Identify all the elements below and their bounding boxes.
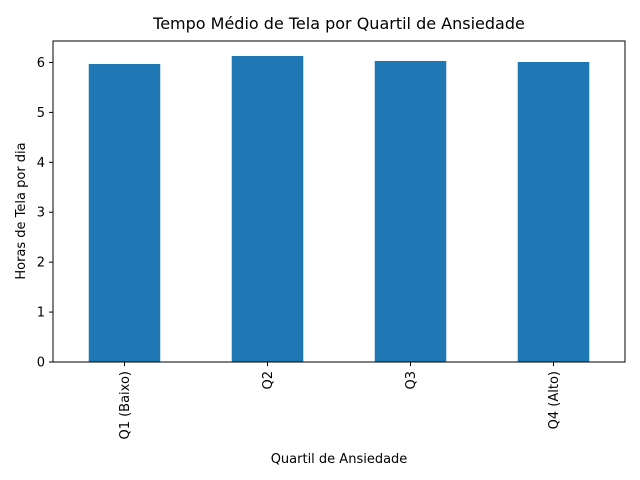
bar bbox=[231, 55, 304, 362]
y-tick-label: 0 bbox=[37, 356, 45, 371]
y-axis-ticks: 0 1 2 3 4 5 6 bbox=[37, 56, 53, 371]
bars-group bbox=[88, 55, 590, 362]
x-axis-ticks: Q1 (Baixo) Q2 Q3 Q4 (Alto) bbox=[118, 362, 562, 440]
x-tick-label: Q2 bbox=[261, 371, 276, 390]
plot-frame bbox=[52, 40, 626, 363]
x-tick-label: Q3 bbox=[404, 371, 419, 390]
x-tick-label: Q4 (Alto) bbox=[547, 371, 562, 429]
y-axis-label: Horas de Tela por dia bbox=[14, 142, 29, 279]
y-tick-label: 5 bbox=[37, 106, 45, 121]
y-tick-label: 4 bbox=[37, 156, 45, 171]
y-tick-label: 2 bbox=[37, 256, 45, 271]
y-tick-label: 1 bbox=[37, 306, 45, 321]
y-tick-label: 3 bbox=[37, 206, 45, 221]
bar bbox=[88, 63, 161, 362]
x-tick-label: Q1 (Baixo) bbox=[118, 371, 133, 440]
x-axis-label: Quartil de Ansiedade bbox=[271, 452, 408, 467]
bar bbox=[517, 61, 590, 362]
bar bbox=[374, 60, 447, 362]
chart-title: Tempo Médio de Tela por Quartil de Ansie… bbox=[152, 14, 525, 33]
y-tick-label: 6 bbox=[37, 56, 45, 71]
